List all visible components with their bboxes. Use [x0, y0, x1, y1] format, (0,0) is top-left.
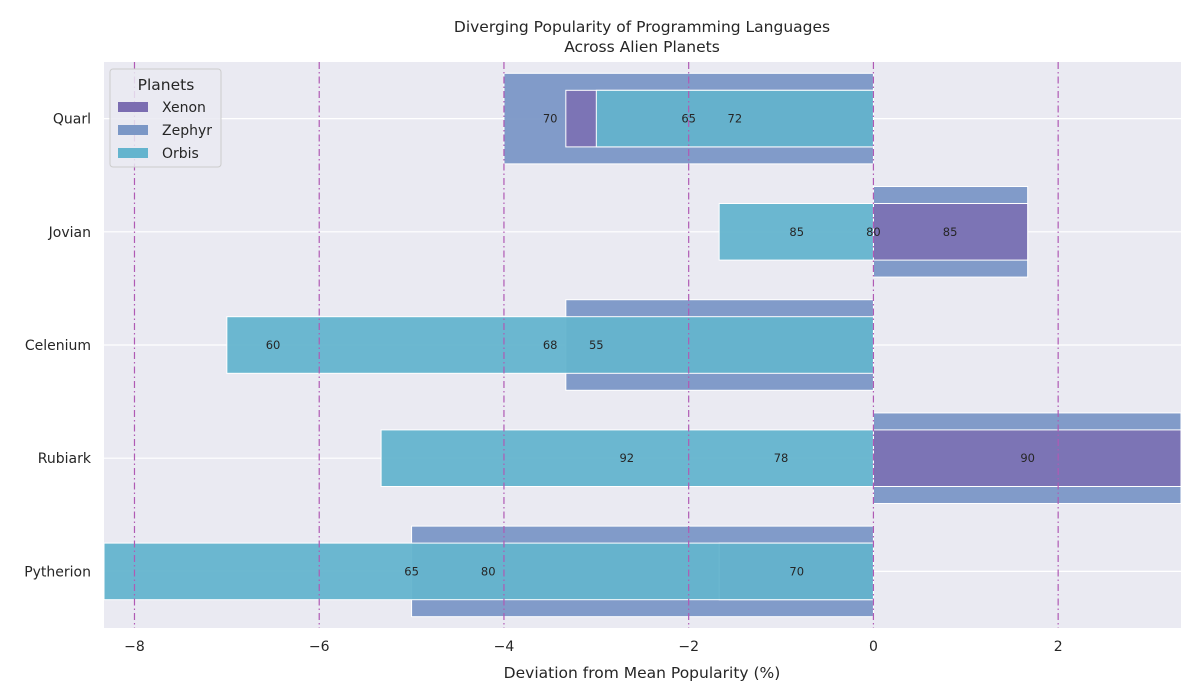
x-tick-labels: −8 −6 −4 −2 0 2: [124, 639, 1062, 655]
legend: Planets Xenon Zephyr Orbis: [109, 68, 222, 168]
bar-label-xenon: 65: [681, 112, 696, 126]
legend-swatch-zephyr: [118, 125, 148, 135]
legend-label-zephyr: Zephyr: [162, 123, 212, 139]
bar-orbis-jovian: [718, 203, 874, 261]
bar-label-orbis: 85: [789, 225, 804, 239]
y-tick-label: Rubiark: [38, 451, 92, 467]
bar-label-xenon: 92: [619, 451, 634, 465]
bar-label-xenon: 55: [589, 338, 604, 352]
bar-label-zephyr: 68: [543, 338, 558, 352]
legend-swatch-orbis: [118, 148, 148, 158]
bar-label-zephyr: 70: [543, 112, 558, 126]
bar-label-orbis: 60: [266, 338, 281, 352]
x-tick-label: 2: [1054, 639, 1063, 655]
bar-label-orbis: 78: [774, 451, 789, 465]
bar-label-zephyr: 65: [404, 564, 419, 578]
y-tick-labels: Quarl Jovian Celenium Rubiark Pytherion: [24, 112, 92, 581]
x-tick-label: −8: [124, 639, 145, 655]
x-axis-title: Deviation from Mean Popularity (%): [504, 664, 781, 682]
x-tick-label: −4: [494, 639, 515, 655]
bar-xenon-rubiark: [872, 429, 1182, 487]
x-tick-label: −6: [309, 639, 330, 655]
x-tick-label: −2: [678, 639, 699, 655]
legend-label-xenon: Xenon: [162, 100, 206, 116]
y-tick-label: Quarl: [53, 112, 91, 128]
legend-title: Planets: [138, 76, 195, 94]
x-tick-label: 0: [869, 639, 878, 655]
bars: [103, 72, 1182, 618]
y-tick-label: Jovian: [48, 225, 91, 241]
bar-label-xenon: 70: [789, 564, 804, 578]
bar-orbis-celenium: [226, 316, 874, 374]
chart-title-line-1: Diverging Popularity of Programming Lang…: [454, 18, 830, 36]
bar-orbis-quarl: [595, 89, 874, 148]
bar-label-xenon: 80: [866, 225, 881, 239]
legend-box: [109, 68, 222, 168]
bar-label-orbis: 80: [481, 564, 496, 578]
bar-orbis-rubiark: [380, 429, 874, 487]
legend-swatch-xenon: [118, 102, 148, 112]
bar-label-zephyr: 90: [1020, 451, 1035, 465]
bar-label-zephyr: 85: [943, 225, 958, 239]
bar-label-orbis: 72: [728, 112, 743, 126]
bar-xenon-jovian: [872, 203, 1029, 261]
chart-title-line-2: Across Alien Planets: [564, 38, 720, 56]
y-tick-label: Celenium: [25, 338, 91, 354]
legend-label-orbis: Orbis: [162, 146, 199, 162]
y-tick-label: Pytherion: [24, 564, 91, 580]
bar-labels: 65 80 55 92 70 70 85 68 90 65 72 85 60 78 80: [266, 112, 1035, 579]
bar-orbis-pytherion: [103, 542, 874, 601]
